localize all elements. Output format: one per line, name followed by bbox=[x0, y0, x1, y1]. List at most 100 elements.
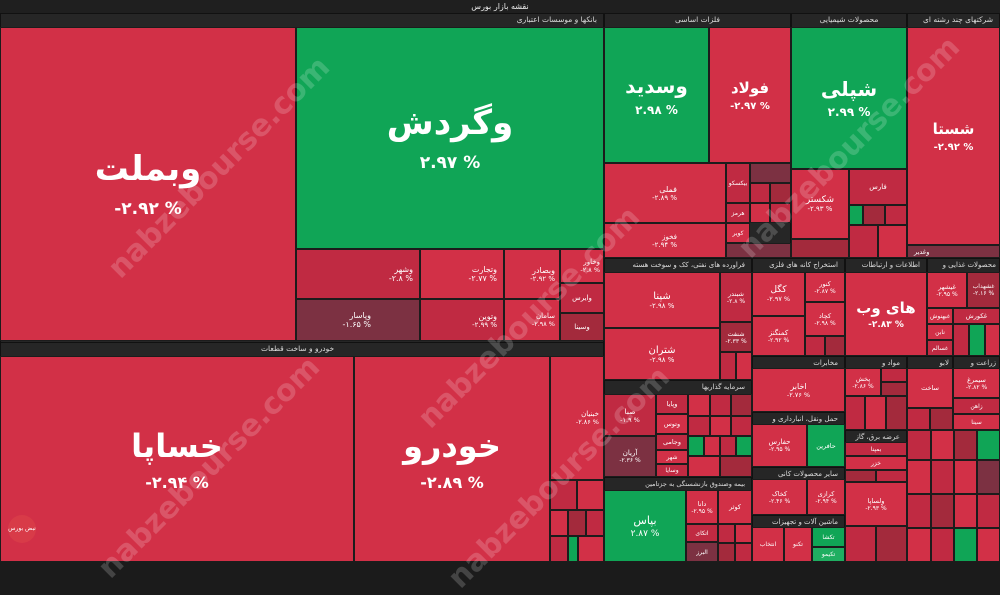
tile-small[interactable] bbox=[577, 480, 604, 510]
tile-small[interactable] bbox=[886, 396, 907, 430]
tile-shepli[interactable]: شپلی ۲.۹۹ % bbox=[791, 27, 907, 169]
tile-khodro[interactable]: خودرو -۲.۸۹ % bbox=[354, 356, 550, 562]
tile-small[interactable] bbox=[550, 480, 577, 510]
tile-small[interactable] bbox=[578, 536, 604, 562]
tile-small[interactable] bbox=[931, 460, 954, 494]
tile-small[interactable] bbox=[750, 183, 770, 203]
tile-vsaya[interactable]: وسایا bbox=[656, 464, 688, 477]
tile-small[interactable] bbox=[977, 528, 1000, 562]
tile-tkasha[interactable]: تکشا bbox=[812, 527, 845, 547]
tile-small[interactable] bbox=[907, 430, 931, 460]
tile-hafars[interactable]: حفارس -۲.۹۵ % bbox=[752, 424, 807, 467]
tile-small[interactable] bbox=[876, 470, 907, 482]
tile-vbemellat[interactable]: وبملت -۲.۹۲ % bbox=[0, 27, 296, 341]
tile-small[interactable] bbox=[885, 205, 907, 225]
tile-fars[interactable]: فارس bbox=[849, 169, 907, 205]
tile-small[interactable] bbox=[726, 243, 791, 258]
tile-ghsalem[interactable]: غسالم bbox=[927, 340, 953, 356]
tile-ghshahd[interactable]: غشهداب -۲.۱۶ % bbox=[967, 272, 1000, 308]
tile-bikesco[interactable]: بیکسکو bbox=[726, 163, 750, 203]
tile-kkhak[interactable]: کخاک -۲.۴۶ % bbox=[752, 479, 807, 515]
tile-small[interactable] bbox=[568, 536, 578, 562]
tile-arian[interactable]: آریان -۲.۳۶ % bbox=[604, 436, 656, 477]
tile-small[interactable] bbox=[736, 352, 752, 380]
tile-small[interactable] bbox=[876, 526, 907, 562]
tile-small[interactable] bbox=[845, 470, 876, 482]
tile-small[interactable] bbox=[878, 225, 907, 258]
tile-small[interactable] bbox=[568, 510, 586, 536]
tile-small[interactable] bbox=[845, 396, 865, 430]
tile-small[interactable] bbox=[931, 430, 954, 460]
tile-small[interactable] bbox=[731, 416, 752, 436]
tile-vlsapa[interactable]: ولساپا -۲.۹۳ % bbox=[845, 482, 907, 526]
tile-vshahr[interactable]: وشهر -۲.۸ % bbox=[296, 249, 420, 299]
tile-bmapna[interactable]: بمپنا bbox=[845, 442, 907, 456]
tile-kowsar[interactable]: کوثر bbox=[718, 490, 752, 524]
tile-small[interactable] bbox=[750, 163, 791, 183]
tile-khazar[interactable]: خزر bbox=[845, 456, 907, 470]
tile-small[interactable] bbox=[750, 203, 770, 223]
tile-zsina[interactable]: سینا bbox=[953, 414, 1000, 430]
tile-entekhab[interactable]: انتخاب bbox=[752, 527, 784, 562]
tile-vtejarat[interactable]: وتجارت -۲.۷۷ % bbox=[420, 249, 504, 299]
tile-small[interactable] bbox=[863, 205, 885, 225]
tile-knoor[interactable]: کنور -۲.۸۷ % bbox=[805, 272, 845, 302]
tile-hormoz[interactable]: هرمز bbox=[726, 203, 750, 223]
tile-ghkorosh[interactable]: غکورش bbox=[953, 308, 1000, 324]
tile-albrz[interactable]: البرز bbox=[686, 542, 718, 562]
tile-small[interactable] bbox=[550, 536, 568, 562]
tile-small[interactable] bbox=[865, 396, 886, 430]
tile-atkai[interactable]: اتکای bbox=[686, 524, 718, 542]
tile-sakht[interactable]: ساخت bbox=[907, 368, 953, 408]
tile-dana[interactable]: دانا -۲.۹۵ % bbox=[686, 490, 718, 524]
tile-small[interactable] bbox=[736, 436, 752, 456]
tile-vkhavar[interactable]: وخاور -۲.۸ % bbox=[560, 249, 604, 283]
tile-small[interactable] bbox=[930, 408, 953, 430]
tile-hafar[interactable]: حافرین bbox=[807, 424, 845, 467]
tile-small[interactable] bbox=[735, 524, 752, 543]
tile-shebandar[interactable]: شبندر -۲.۸ % bbox=[720, 272, 752, 322]
tile-shetran[interactable]: شتران -۲.۹۸ % bbox=[604, 328, 720, 380]
tile-khbahman[interactable]: خبنیان -۲.۸۶ % bbox=[550, 356, 604, 480]
tile-small[interactable] bbox=[805, 336, 825, 356]
tile-khashir[interactable]: غیشهر -۲.۹۵ % bbox=[927, 272, 967, 308]
tile-small[interactable] bbox=[845, 526, 876, 562]
tile-small[interactable] bbox=[881, 382, 907, 396]
tile-small[interactable] bbox=[710, 394, 731, 416]
tile-tkinv[interactable]: تکیمو bbox=[812, 547, 845, 562]
tile-kgol[interactable]: کگل -۲.۹۷ % bbox=[752, 272, 805, 316]
tile-kraz[interactable]: کرازی -۲.۹۴ % bbox=[807, 479, 845, 515]
tile-small[interactable] bbox=[931, 494, 954, 528]
tile-vtoon[interactable]: وتوین -۲.۹۹ % bbox=[420, 299, 504, 341]
tile-small[interactable] bbox=[849, 225, 878, 258]
tile-foolad[interactable]: فولاد -۲.۹۷ % bbox=[709, 27, 791, 163]
tile-vpaya[interactable]: وپایا bbox=[656, 394, 688, 414]
tile-vpasar[interactable]: وپاسار -۱.۶۵ % bbox=[296, 299, 420, 341]
tile-small[interactable] bbox=[770, 183, 791, 203]
tile-small[interactable] bbox=[688, 456, 720, 477]
tile-bpas[interactable]: بپاس ۲.۸۷ % bbox=[604, 490, 686, 562]
tile-vsadar[interactable]: وبصادر -۲.۹۲ % bbox=[504, 249, 560, 299]
tile-small[interactable] bbox=[718, 543, 735, 562]
tile-small[interactable] bbox=[825, 336, 845, 356]
tile-khasapa[interactable]: خساپا -۲.۹۴ % bbox=[0, 356, 354, 562]
tile-small[interactable] bbox=[720, 456, 752, 477]
tile-pakhsh[interactable]: پخش -۲.۸۶ % bbox=[845, 368, 881, 396]
tile-small[interactable] bbox=[731, 394, 752, 416]
tile-small[interactable] bbox=[710, 416, 731, 436]
tile-small[interactable] bbox=[849, 205, 863, 225]
tile-small[interactable] bbox=[704, 436, 720, 456]
tile-small[interactable] bbox=[977, 460, 1000, 494]
tile-vghadir[interactable]: وغدیر bbox=[907, 245, 1000, 258]
tile-small[interactable] bbox=[688, 416, 710, 436]
tile-vires[interactable]: وایرس bbox=[560, 283, 604, 313]
tile-vsadid[interactable]: وسدید ۲.۹۸ % bbox=[604, 27, 709, 163]
tile-vshahr2[interactable]: شهر bbox=[656, 450, 688, 464]
tile-ghbeh[interactable]: غبهنوش bbox=[927, 308, 953, 324]
tile-small[interactable] bbox=[720, 436, 736, 456]
tile-fmeli[interactable]: فملی -۲.۸۹ % bbox=[604, 163, 726, 223]
tile-small[interactable] bbox=[550, 510, 568, 536]
tile-fkhooz[interactable]: فخوز -۲.۹۴ % bbox=[604, 223, 726, 258]
tile-small[interactable] bbox=[791, 239, 849, 258]
tile-akhaber[interactable]: اخابر -۲.۷۶ % bbox=[752, 368, 845, 412]
